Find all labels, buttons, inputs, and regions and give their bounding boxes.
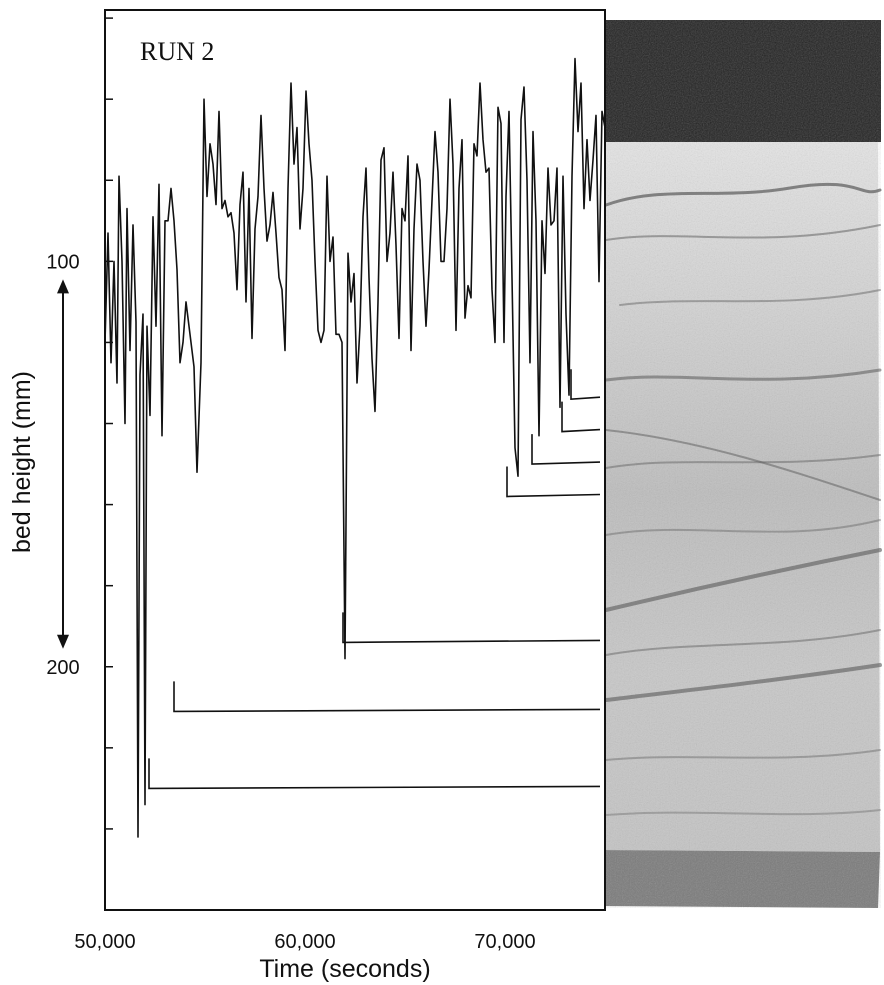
core-photograph	[596, 20, 882, 908]
x-axis-title: Time (seconds)	[259, 955, 430, 983]
y-tick-label: 200	[46, 657, 79, 679]
run-label: RUN 2	[140, 37, 214, 66]
connector-line	[506, 466, 601, 498]
y-axis-title: bed height (mm)	[8, 371, 36, 553]
y-tick-label: 100	[46, 251, 79, 273]
x-tick-label: 70,000	[474, 931, 535, 953]
connector-line	[342, 612, 601, 644]
connector-line	[531, 434, 601, 465]
scale-arrow	[57, 279, 69, 649]
connector-line	[148, 758, 601, 790]
connector-line	[173, 681, 601, 713]
core-laminae	[604, 182, 882, 816]
core-grain-texture	[596, 20, 881, 908]
connector-line	[561, 401, 601, 433]
x-tick-label: 50,000	[74, 931, 135, 953]
x-tick-label: 60,000	[274, 931, 335, 953]
plot-frame	[104, 9, 606, 911]
bed-height-trace	[104, 57, 606, 838]
connector-line	[570, 369, 601, 401]
connector-lines	[148, 369, 601, 790]
